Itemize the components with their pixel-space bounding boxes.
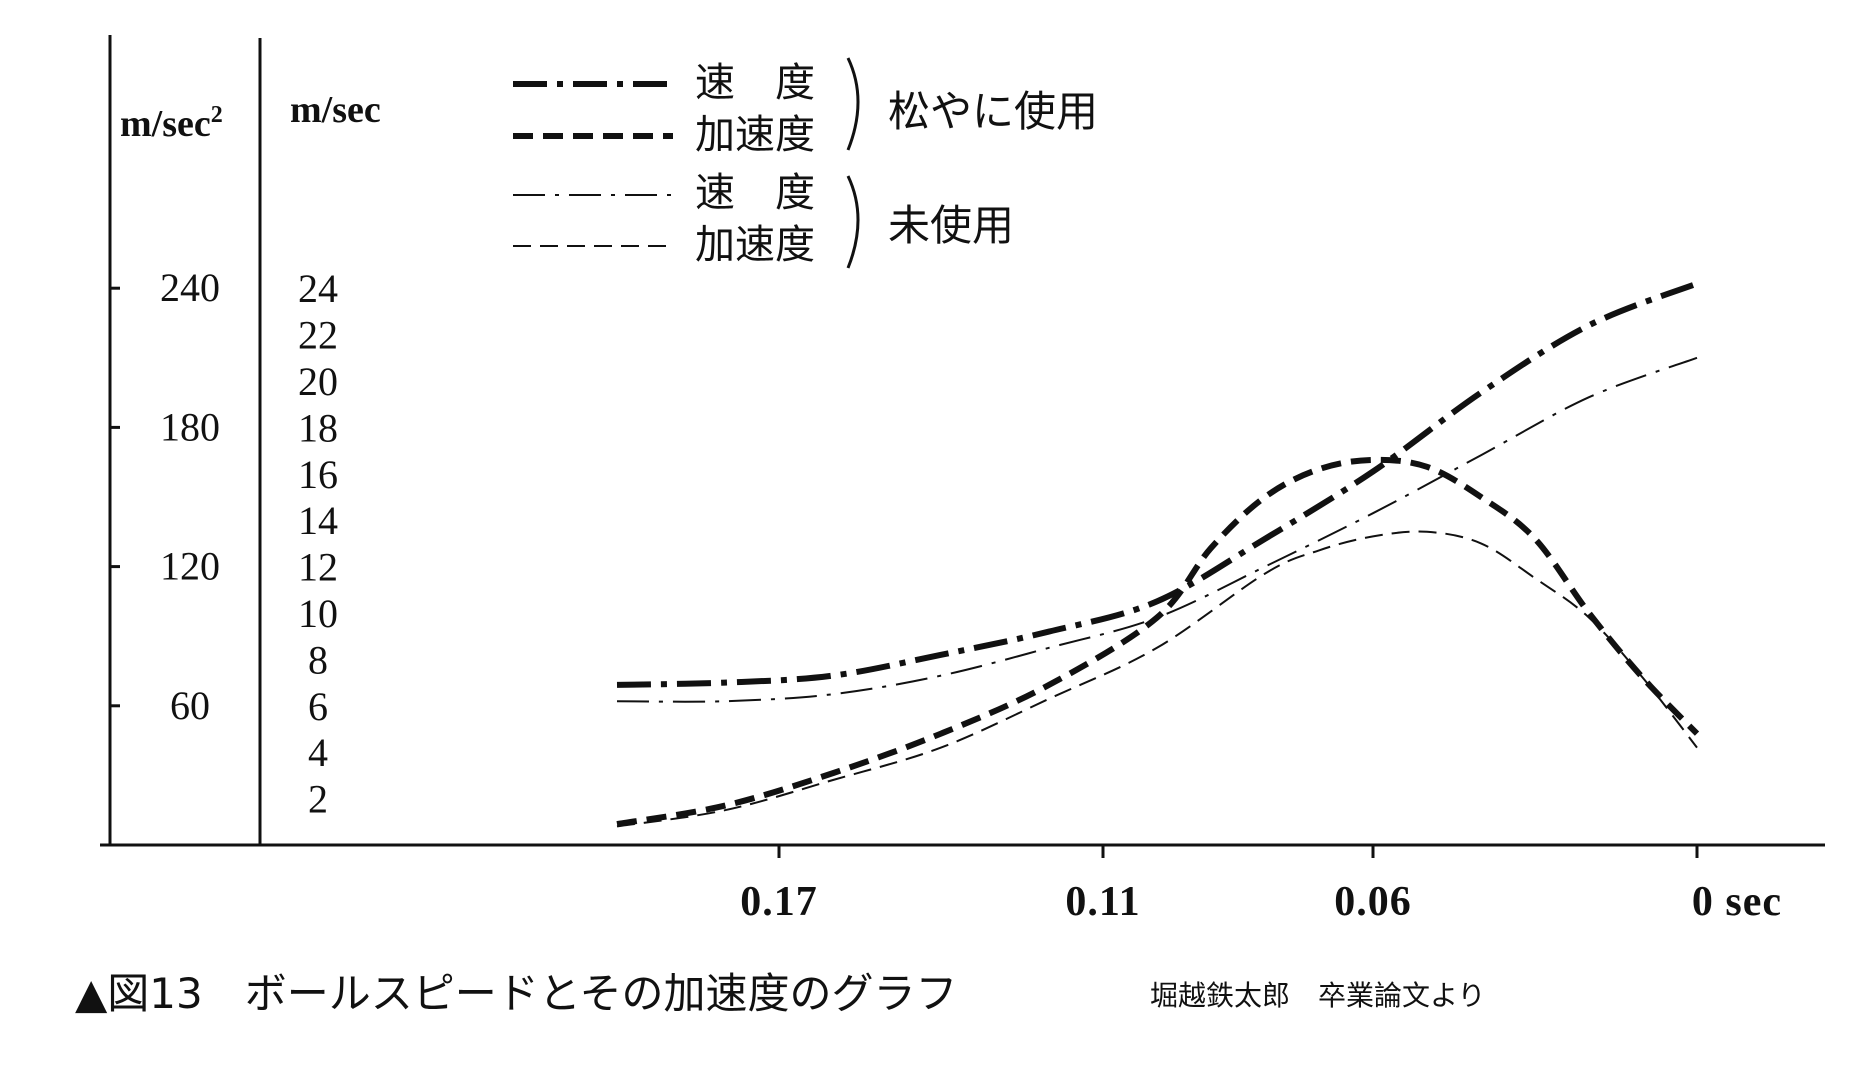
legend-label-accel-bold: 加速度 [695,112,815,158]
accel-unit-text: m/sec [120,103,211,145]
accel-unit-sup: 2 [211,102,223,128]
accel-tick-label: 240 [160,265,220,310]
series-line-2 [616,356,1698,703]
accel-tick-label: 60 [170,683,210,728]
speed-tick-label: 16 [298,452,338,497]
speed-tick-label: 8 [308,637,328,682]
x-tick-label: 0.06 [1334,879,1412,925]
speed-tick-label: 14 [298,498,338,543]
legend-group-label-bold: 松やに使用 [888,87,1098,136]
speed-unit-label: m/sec [290,89,381,131]
speed-tick-label: 22 [298,313,338,358]
legend: 速 度 加速度 松やに使用 速 度 加速度 未使用 [513,57,1098,269]
x-tick-label: 0.11 [1065,879,1140,925]
accel-tick-label: 180 [160,404,220,449]
speed-tick-label: 12 [298,545,338,590]
figure-source: 堀越鉄太郎 卒業論文より [1150,979,1485,1012]
speed-tick-label: 10 [298,591,338,636]
legend-group-label-thin: 未使用 [888,201,1014,250]
legend-label-speed-thin: 速 度 [695,170,815,216]
legend-brace-thin [846,175,860,269]
speed-tick-label: 24 [298,266,338,311]
accel-tick-label: 120 [160,544,220,589]
series-line-3 [616,530,1698,828]
x-tick-label: 0 sec [1692,879,1782,925]
speed-tick-label: 2 [308,777,328,822]
speed-tick-label: 4 [308,730,328,775]
speed-tick-label: 6 [308,684,328,729]
legend-label-speed-bold: 速 度 [695,60,815,106]
figure-caption: ▲図13 ボールスピードとその加速度のグラフ [75,969,957,1018]
speed-tick-label: 20 [298,359,338,404]
accel-unit-label: m/sec2 [120,102,223,145]
legend-label-accel-thin: 加速度 [695,222,815,268]
speed-tick-label: 18 [298,405,338,450]
series-line-0 [616,280,1699,688]
series-layer [616,280,1700,828]
legend-brace-bold [846,57,860,151]
x-tick-label: 0.17 [740,879,818,925]
series-line-1 [616,456,1700,828]
